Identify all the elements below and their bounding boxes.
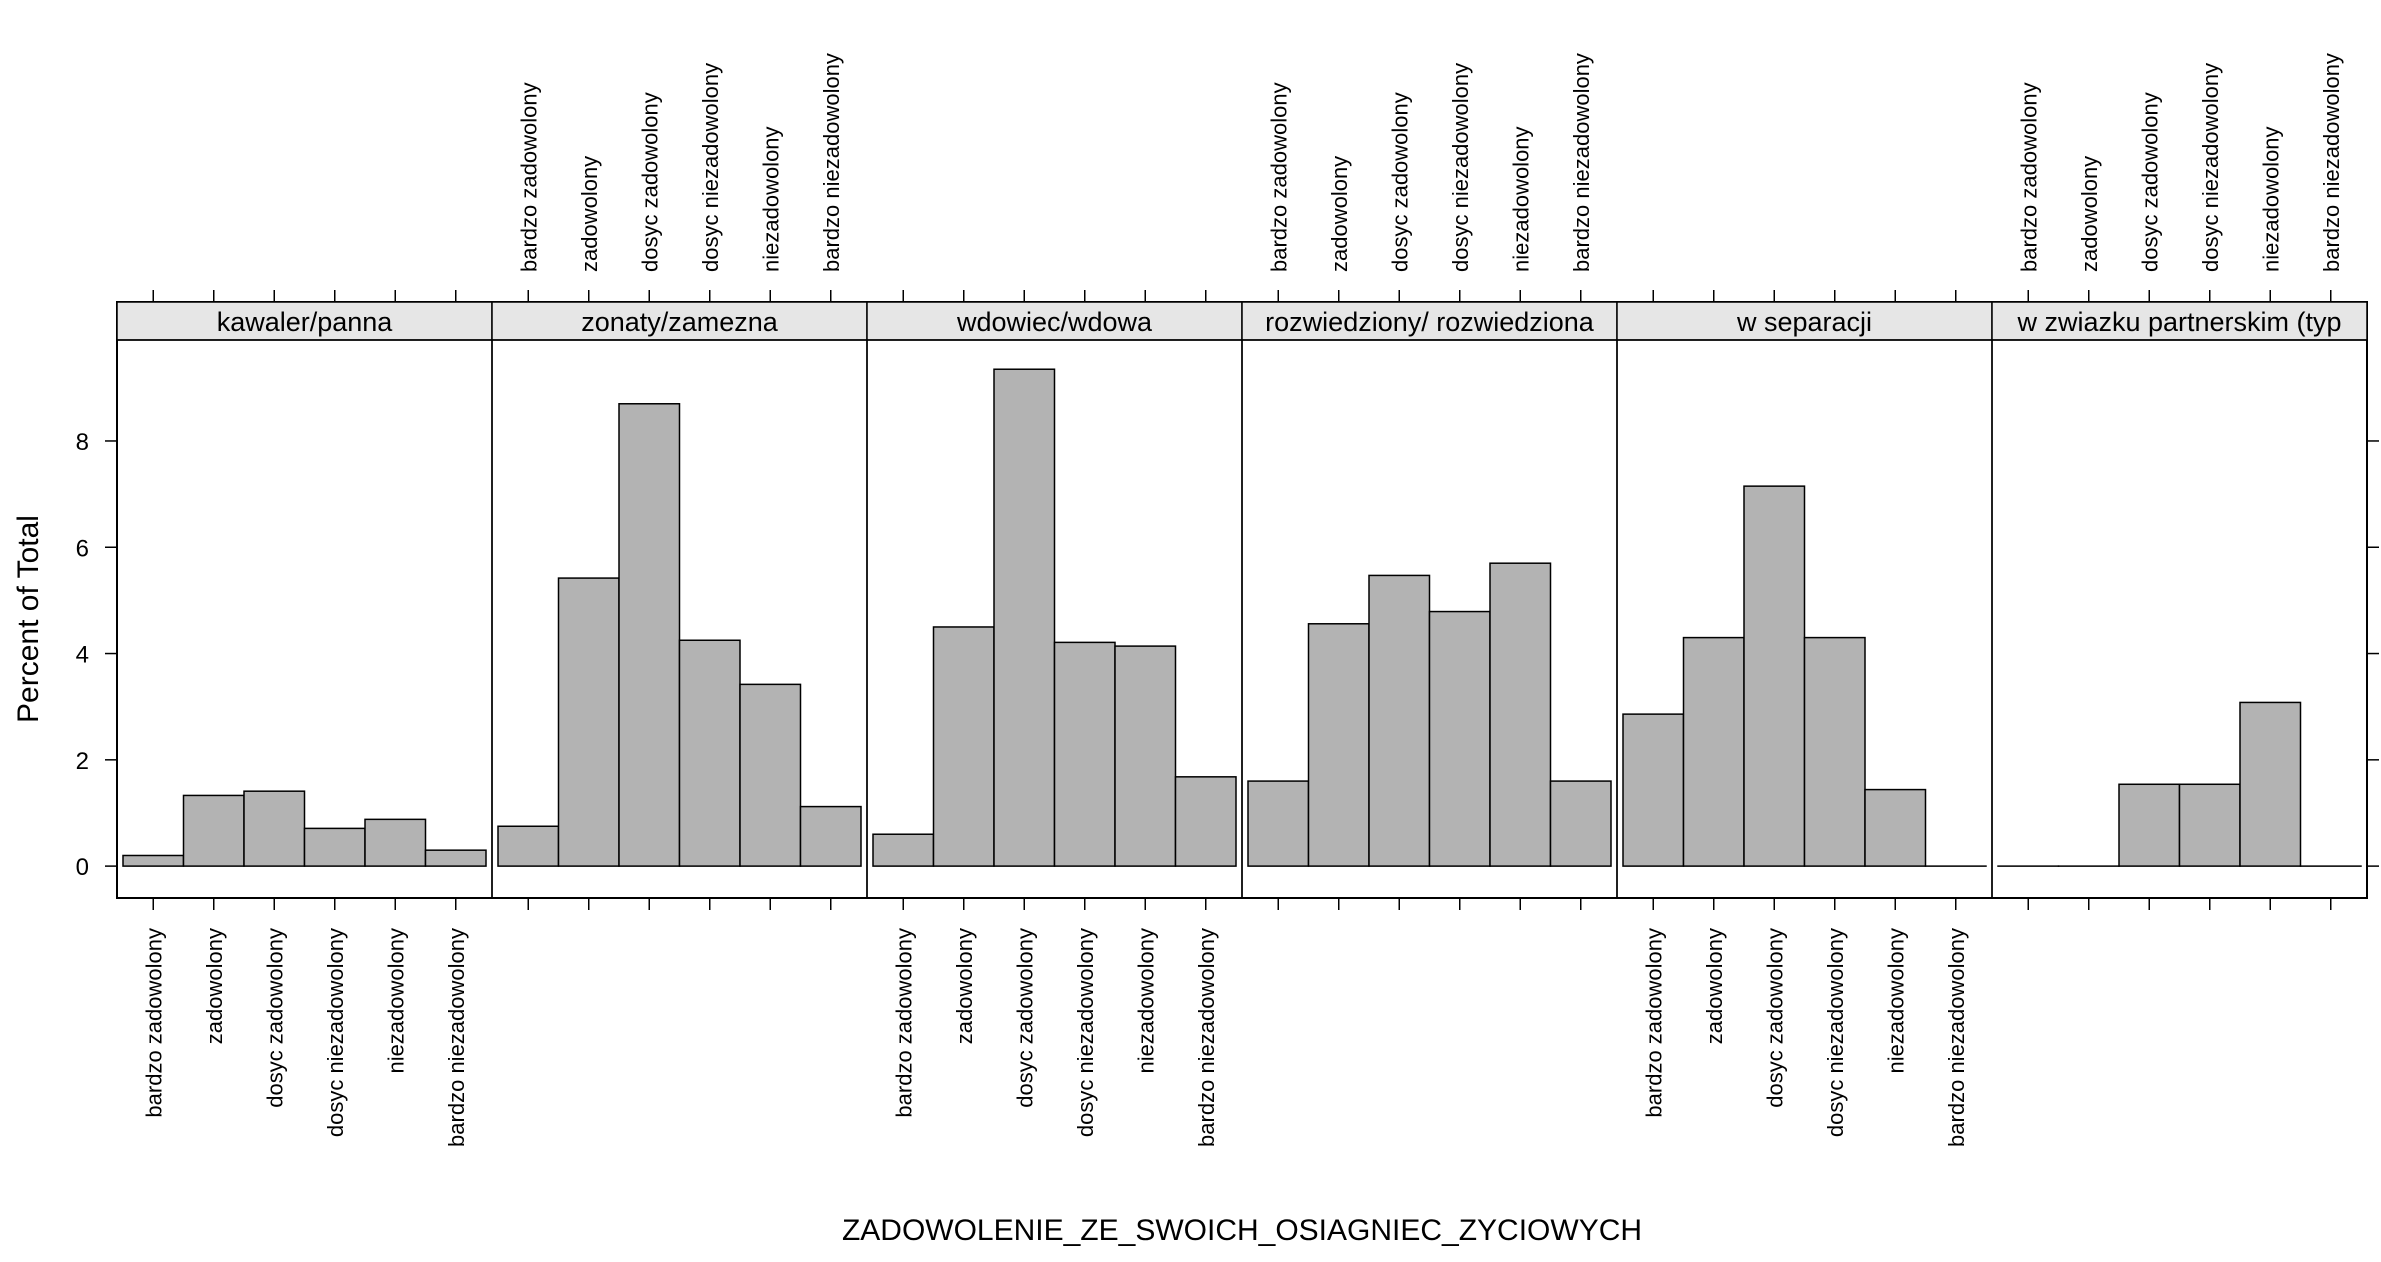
x-tick-label-top: bardzo niezadowolony [2319,53,2344,272]
bar [1309,624,1370,866]
x-tick-label-top: dosyc niezadowolony [1448,63,1473,272]
bar [1490,563,1551,866]
y-axis-label: Percent of Total [12,515,45,723]
panel-2: zonaty/zamezna bardzo zadowolony zadowolon… [492,53,867,910]
panel-strip-label: kawaler/panna [217,307,394,337]
x-tick-label-bottom: dosyc zadowolony [262,928,287,1108]
x-tick-label-top: dosyc niezadowolony [2198,63,2223,272]
x-tick-label-bottom: bardzo zadowolony [1641,928,1666,1118]
bar [1865,790,1926,867]
bar [426,850,487,866]
x-tick-label-bottom: zadowolony [952,928,977,1044]
x-tick-label-bottom: bardzo zadowolony [141,928,166,1118]
x-tick-label-bottom: niezadowolony [383,928,408,1074]
x-tick-label-bottom: bardzo niezadowolony [1194,928,1219,1147]
bar [2240,702,2301,866]
x-tick-label-top: niezadowolony [758,126,783,272]
bar [994,369,1055,866]
bar [1369,575,1430,866]
panel-strip-label: rozwiedziony/ rozwiedziona [1265,307,1595,337]
bar [1744,486,1805,866]
bar [801,807,862,867]
panel-strip-label: w separacji [1736,307,1872,337]
bar [365,819,426,866]
y-tick-label: 4 [76,642,89,669]
x-tick-label-top: bardzo zadowolony [1266,82,1291,272]
x-tick-label-top: niezadowolony [1508,126,1533,272]
panel-3: wdowiec/wdowa bardzo zadowolony zadowolony… [867,290,1242,1147]
x-tick-label-top: dosyc zadowolony [1387,92,1412,272]
bar [1551,781,1612,866]
bar [873,834,934,866]
x-tick-label-top: bardzo niezadowolony [1569,53,1594,272]
bar [244,791,305,866]
x-tick-label-bottom: dosyc zadowolony [1012,928,1037,1108]
bar [559,578,620,866]
x-tick-label-top: zadowolony [577,156,602,272]
panel-4: rozwiedziony/ rozwiedziona bardzo zadowol… [1242,53,1617,910]
panel-1: kawaler/panna bardzo zadowolony zadowolony… [117,290,492,1147]
y-tick-label: 6 [76,535,89,562]
bar [1055,642,1116,866]
x-tick-label-top: niezadowolony [2258,126,2283,272]
x-tick-label-top: dosyc niezadowolony [698,63,723,272]
x-tick-label-bottom: dosyc niezadowolony [1073,928,1098,1137]
x-tick-label-bottom: dosyc niezadowolony [1823,928,1848,1137]
bar [1176,777,1237,866]
panel-strip-label: zonaty/zamezna [581,307,779,337]
bar [2180,784,2241,866]
bar [1115,646,1176,866]
bar [305,828,366,866]
bar [934,627,995,866]
bar [123,855,184,866]
panel-strip-label: wdowiec/wdowa [956,307,1153,337]
bar [498,826,559,866]
y-tick-label: 8 [76,429,89,456]
x-tick-label-bottom: bardzo zadowolony [891,928,916,1118]
x-tick-label-bottom: zadowolony [1702,928,1727,1044]
bar [184,795,245,866]
x-tick-label-top: bardzo zadowolony [2016,82,2041,272]
x-axis-label: ZADOWOLENIE_ZE_SWOICH_OSIAGNIEC_ZYCIOWYC… [842,1214,1642,1247]
x-tick-label-bottom: bardzo niezadowolony [1944,928,1969,1147]
x-tick-label-bottom: dosyc zadowolony [1762,928,1787,1108]
x-tick-label-bottom: dosyc niezadowolony [323,928,348,1137]
y-tick-label: 2 [76,748,89,775]
x-tick-label-top: dosyc zadowolony [637,92,662,272]
panel-strip-label: w zwiazku partnerskim (typ [2016,307,2341,337]
panel-6: w zwiazku partnerskim (typ bardzo zadowol… [1992,53,2367,910]
x-tick-label-top: zadowolony [2077,156,2102,272]
bar [680,640,741,866]
x-tick-label-bottom: niezadowolony [1133,928,1158,1074]
bar [1248,781,1309,866]
bar [619,404,680,866]
x-tick-label-top: bardzo zadowolony [516,82,541,272]
bar [1430,612,1491,867]
x-tick-label-bottom: niezadowolony [1883,928,1908,1074]
panel-5: w separacji bardzo zadowolony zadowolony do… [1617,290,1992,1147]
bar [1684,638,1745,867]
y-tick-label: 0 [76,854,89,881]
x-tick-label-top: bardzo niezadowolony [819,53,844,272]
x-tick-label-bottom: zadowolony [202,928,227,1044]
bar [1805,638,1866,867]
x-tick-label-bottom: bardzo niezadowolony [444,928,469,1147]
bar [2119,784,2180,866]
x-tick-label-top: zadowolony [1327,156,1352,272]
x-tick-label-top: dosyc zadowolony [2137,92,2162,272]
bar [1623,714,1684,866]
bar [740,684,801,866]
